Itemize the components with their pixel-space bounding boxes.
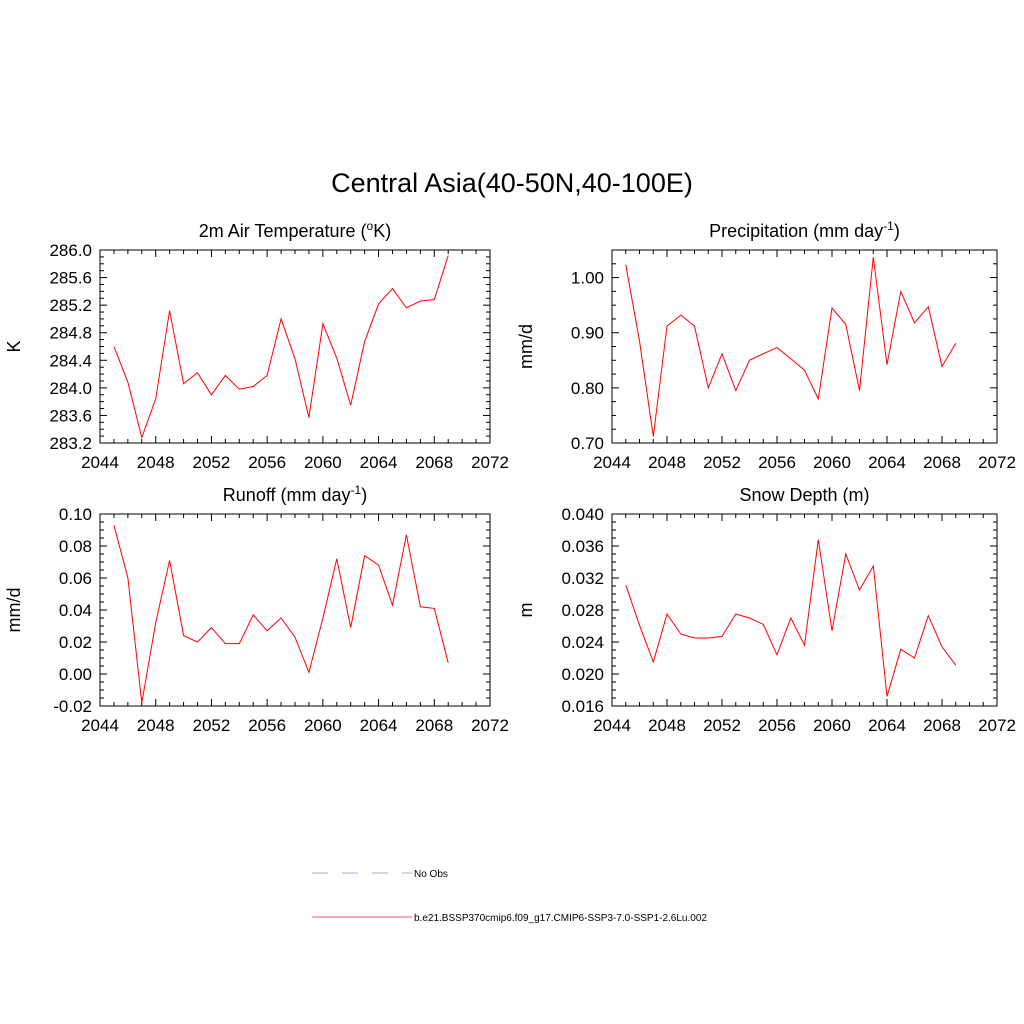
panel-title-suffix: ) (361, 485, 367, 505)
x-tick-label: 2044 (81, 453, 119, 472)
panel-title-superscript: -1 (351, 483, 362, 497)
x-tick-label: 2068 (923, 716, 961, 735)
legend-label: No Obs (414, 869, 448, 880)
series-line (113, 525, 449, 703)
x-tick-label: 2048 (648, 453, 686, 472)
panel-title-main: Snow Depth (m) (739, 485, 869, 505)
x-tick-label: 2072 (978, 716, 1016, 735)
x-tick-label: 2052 (703, 453, 741, 472)
x-tick-label: 2056 (248, 716, 286, 735)
x-tick-label: 2068 (415, 716, 453, 735)
y-tick-label: 1.00 (571, 269, 604, 288)
panel-2: Precipitation (mm day-1) mm/d 2044 2048 2052… (516, 219, 1016, 472)
panel-title-main: Runoff (mm day (223, 485, 351, 505)
y-tick-label: 0.040 (561, 505, 604, 524)
x-tick-label: 2060 (813, 716, 851, 735)
x-tick-label: 2072 (978, 453, 1016, 472)
x-tick-label: 2056 (758, 453, 796, 472)
panel-title: 2m Air Temperature (oK) (199, 219, 391, 241)
page-title: Central Asia(40-50N,40-100E) (331, 168, 693, 198)
panel-title-suffix: K) (373, 221, 391, 241)
x-tick-label: 2052 (193, 716, 231, 735)
y-tick-label: 0.036 (561, 537, 604, 556)
panel-title: Precipitation (mm day-1) (709, 219, 900, 241)
legend-item-1: No Obs (312, 869, 448, 880)
y-tick-label: 285.2 (49, 296, 92, 315)
y-tick-label: -0.02 (53, 697, 92, 716)
y-tick-label: 283.2 (49, 434, 92, 453)
legend-label: b.e21.BSSP370cmip6.f09_g17.CMIP6-SSP3-7.… (414, 913, 707, 924)
x-tick-label: 2068 (923, 453, 961, 472)
y-tick-label: 0.032 (561, 569, 604, 588)
panel-title-superscript: -1 (883, 219, 894, 233)
y-tick-label: 0.00 (59, 665, 92, 684)
y-tick-label: 285.6 (49, 269, 92, 288)
y-tick-label: 0.04 (59, 601, 92, 620)
series-line (625, 539, 957, 697)
panel-title-main: 2m Air Temperature ( (199, 221, 367, 241)
x-tick-label: 2064 (360, 716, 398, 735)
x-tick-label: 2048 (137, 716, 175, 735)
x-tick-label: 2064 (868, 453, 906, 472)
y-tick-label: 0.028 (561, 601, 604, 620)
panel-title: Runoff (mm day-1) (223, 483, 367, 505)
y-tick-label: 0.024 (561, 633, 604, 652)
x-tick-label: 2052 (193, 453, 231, 472)
y-tick-label: 284.4 (49, 351, 92, 370)
plot-frame (611, 249, 998, 444)
panel-4: Snow Depth (m) m 2044 2048 2052 2056 2060 2064 2… (516, 485, 1016, 735)
x-tick-label: 2068 (415, 453, 453, 472)
y-axis-label: mm/d (516, 324, 536, 369)
x-tick-label: 2072 (471, 453, 509, 472)
panel-title-main: Precipitation (mm day (709, 221, 883, 241)
x-tick-label: 2072 (471, 716, 509, 735)
panel-3: Runoff (mm day-1) mm/d 2044 2048 2052 2056 206… (4, 483, 509, 735)
y-tick-label: 0.10 (59, 505, 92, 524)
y-tick-label: 284.8 (49, 324, 92, 343)
y-tick-label: 283.6 (49, 406, 92, 425)
y-tick-label: 0.016 (561, 697, 604, 716)
x-tick-label: 2044 (81, 716, 119, 735)
panel-title: Snow Depth (m) (739, 485, 869, 505)
x-tick-label: 2056 (758, 716, 796, 735)
y-tick-label: 286.0 (49, 241, 92, 260)
x-tick-label: 2044 (593, 716, 631, 735)
y-tick-label: 0.02 (59, 633, 92, 652)
y-tick-label: 284.0 (49, 379, 92, 398)
x-tick-label: 2060 (813, 453, 851, 472)
x-tick-label: 2048 (137, 453, 175, 472)
x-tick-label: 2044 (593, 453, 631, 472)
plot-frame (99, 249, 491, 444)
plot-frame (611, 513, 998, 707)
series-line (625, 257, 957, 437)
y-axis-label: K (4, 340, 24, 352)
y-axis-label: mm/d (4, 588, 24, 633)
panel-title-suffix: ) (894, 221, 900, 241)
y-tick-label: 0.70 (571, 434, 604, 453)
series-line (113, 255, 449, 440)
panel-1: 2m Air Temperature (oK) K 2044 2048 2052 2056… (4, 219, 509, 472)
y-axis-label: m (516, 603, 536, 618)
x-tick-label: 2064 (868, 716, 906, 735)
y-tick-label: 0.80 (571, 379, 604, 398)
x-tick-label: 2048 (648, 716, 686, 735)
x-tick-label: 2056 (248, 453, 286, 472)
panel-title-superscript: o (367, 219, 374, 233)
y-tick-label: 0.08 (59, 537, 92, 556)
y-tick-label: 0.020 (561, 665, 604, 684)
legend-item-2: b.e21.BSSP370cmip6.f09_g17.CMIP6-SSP3-7.… (312, 913, 707, 924)
x-tick-label: 2060 (304, 716, 342, 735)
x-tick-label: 2060 (304, 453, 342, 472)
y-tick-label: 0.90 (571, 324, 604, 343)
x-tick-label: 2052 (703, 716, 741, 735)
y-tick-label: 0.06 (59, 569, 92, 588)
x-tick-label: 2064 (360, 453, 398, 472)
